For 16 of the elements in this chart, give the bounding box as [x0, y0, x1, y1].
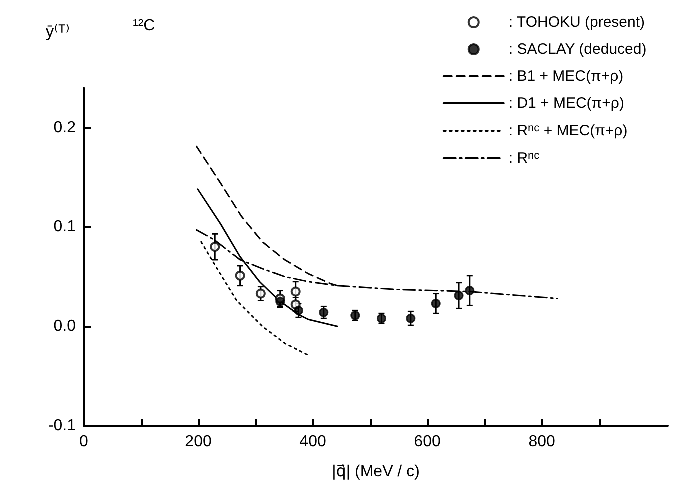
legend-label: : D1 + MEC(π+ρ) [508, 95, 624, 112]
x-tick-label: 0 [80, 434, 89, 450]
y-tick-label: 0.1 [54, 218, 76, 236]
legend-label: : SACLAY (deduced) [508, 41, 647, 58]
y-tick-label: 0.2 [54, 119, 76, 136]
x-tick-label: 800 [528, 434, 556, 450]
y-tick-label: -0.1 [48, 418, 76, 434]
x-tick-label: 600 [414, 434, 441, 450]
x-axis-title: |q⃗| (MeV / c) [332, 464, 420, 480]
legend-label: : TOHOKU (present) [508, 14, 646, 31]
legend-label: : B1 + MEC(π+ρ) [508, 68, 624, 85]
x-tick-label: 400 [300, 434, 326, 450]
x-tick-label: 200 [185, 434, 212, 450]
y-tick-label: 0.0 [54, 318, 76, 336]
text: ¹²C [133, 18, 156, 34]
y-axis-title: ȳ⁽ᵀ⁾ [46, 22, 70, 41]
